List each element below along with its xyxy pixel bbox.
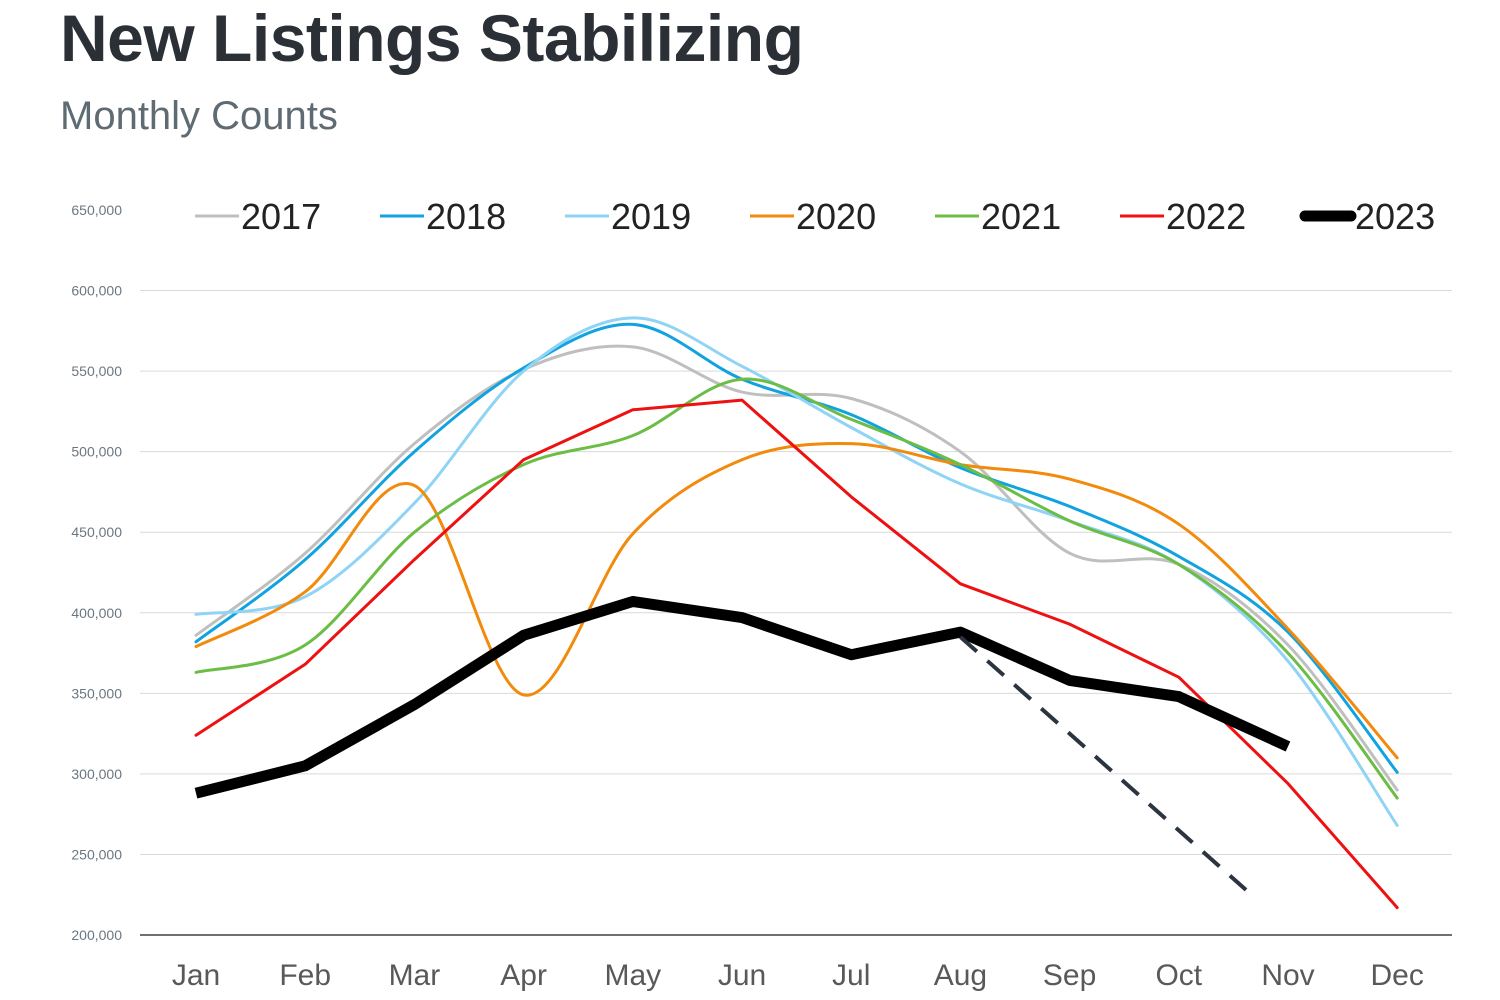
y-tick-label: 550,000 xyxy=(71,363,122,379)
dashed-trend-line xyxy=(959,635,1248,892)
x-axis: Jan Feb Mar Apr May Jun Jul Aug Sep Oct Nov Dec xyxy=(172,959,1424,992)
series-line-2017 xyxy=(194,344,1399,792)
x-tick-label: Jun xyxy=(718,959,766,992)
x-tick-label: Dec xyxy=(1371,959,1424,992)
legend-label-2018: 2018 xyxy=(426,196,506,237)
x-tick-label: May xyxy=(604,959,661,992)
y-tick-label: 350,000 xyxy=(71,685,122,701)
x-tick-label: Feb xyxy=(279,959,331,992)
y-tick-label: 450,000 xyxy=(71,524,122,540)
legend: 2017 2018 2019 2020 2021 2022 2023 xyxy=(195,196,1435,237)
y-tick-label: 250,000 xyxy=(71,846,122,862)
legend-label-2017: 2017 xyxy=(241,196,321,237)
x-tick-label: Nov xyxy=(1261,959,1314,992)
x-tick-label: Oct xyxy=(1155,959,1202,992)
legend-label-2021: 2021 xyxy=(981,196,1061,237)
x-tick-label: Jul xyxy=(832,959,870,992)
series-line-2021 xyxy=(194,377,1399,800)
x-tick-label: Sep xyxy=(1043,959,1096,992)
y-tick-label: 300,000 xyxy=(71,766,122,782)
series-line-2018 xyxy=(194,322,1399,774)
series-lines xyxy=(194,316,1399,910)
chart-title: New Listings Stabilizing xyxy=(60,1,804,75)
y-tick-label: 600,000 xyxy=(71,283,122,299)
x-tick-label: Apr xyxy=(500,959,547,992)
x-tick-label: Jan xyxy=(172,959,220,992)
y-tick-label: 650,000 xyxy=(71,202,122,218)
series-line-2023 xyxy=(194,596,1291,799)
x-tick-label: Mar xyxy=(389,959,441,992)
legend-label-2019: 2019 xyxy=(611,196,691,237)
legend-label-2020: 2020 xyxy=(796,196,876,237)
y-axis: 200,000 250,000 300,000 350,000 400,000 450,0… xyxy=(71,202,122,943)
y-tick-label: 400,000 xyxy=(71,605,122,621)
annotations xyxy=(959,635,1248,892)
y-tick-label: 200,000 xyxy=(71,927,122,943)
series-line-2022 xyxy=(194,398,1399,910)
legend-label-2023: 2023 xyxy=(1355,196,1435,237)
x-tick-label: Aug xyxy=(934,959,987,992)
series-line-2020 xyxy=(194,441,1399,760)
y-tick-label: 500,000 xyxy=(71,444,122,460)
chart-subtitle: Monthly Counts xyxy=(60,94,338,138)
legend-label-2022: 2022 xyxy=(1166,196,1246,237)
